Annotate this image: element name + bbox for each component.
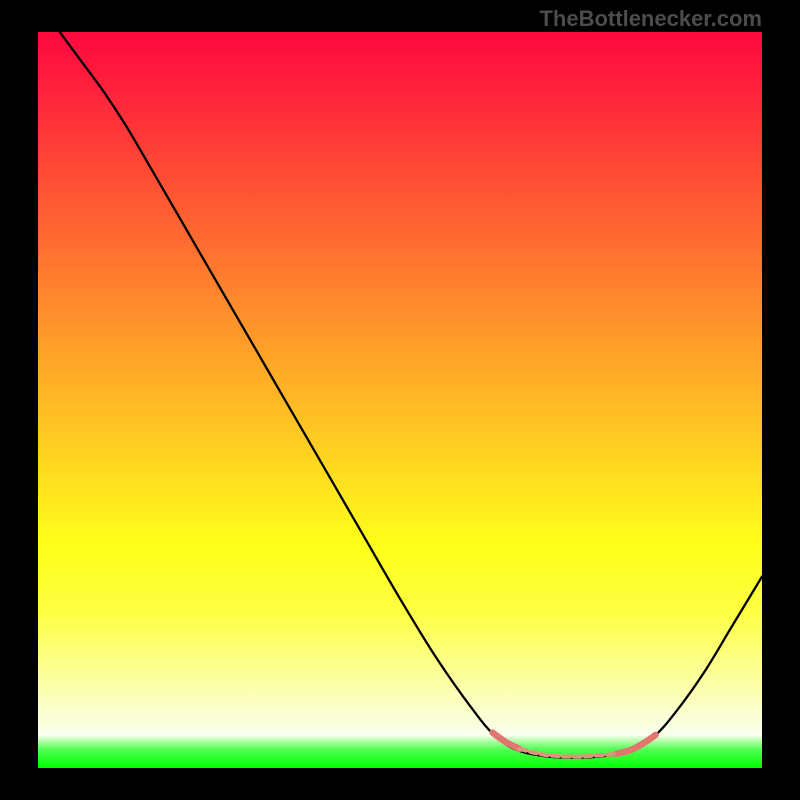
- main-curve: [60, 32, 762, 758]
- curve-layer: [38, 32, 762, 768]
- watermark-text: TheBottlenecker.com: [539, 6, 762, 32]
- plot-area: [38, 32, 762, 768]
- highlight-right: [616, 735, 656, 754]
- chart-container: TheBottlenecker.com: [0, 0, 800, 800]
- highlight-left: [493, 733, 520, 749]
